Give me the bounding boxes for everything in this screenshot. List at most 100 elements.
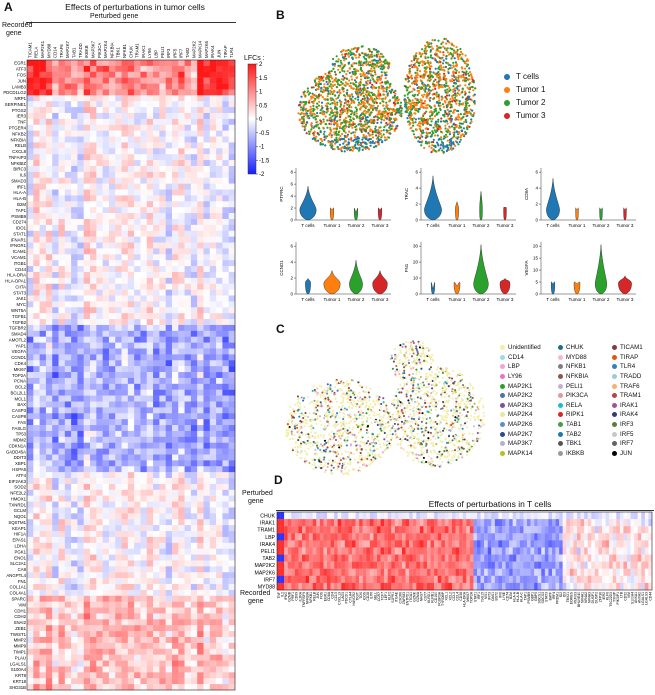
heatmap-cell: [45, 107, 53, 114]
heatmap-cell: [115, 330, 122, 337]
heatmap-cell: [171, 560, 179, 567]
heatmap-cell: [134, 65, 141, 72]
heatmap-cell: [178, 589, 185, 596]
heatmap-cell: [216, 442, 223, 449]
heatmap-cell: [102, 330, 110, 337]
heatmap-cell: [102, 148, 110, 155]
heatmap-cell: [64, 283, 72, 290]
column-label: IRAK1: [141, 45, 146, 58]
umap-point: [436, 134, 439, 137]
heatmap-cell: [71, 142, 78, 149]
heatmap-cell: [33, 354, 40, 361]
row-label: SPARC: [12, 597, 27, 602]
heatmap-cell: [33, 430, 40, 438]
heatmap-cell: [90, 554, 97, 561]
heatmap-cell: [140, 165, 147, 173]
heatmap-cell: [71, 648, 78, 655]
heatmap-cell: [102, 513, 110, 520]
heatmap-cell: [102, 672, 110, 679]
heatmap-cell: [190, 95, 198, 102]
heatmap-cell: [33, 307, 40, 314]
heatmap-cell: [203, 395, 210, 402]
heatmap-cell: [39, 407, 47, 414]
heatmap-cell: [83, 266, 91, 273]
heatmap-cell: [184, 607, 192, 614]
heatmap-cell: [222, 95, 229, 102]
heatmap-cell: [52, 260, 59, 267]
column-label: TICAM1: [27, 42, 32, 58]
heatmap-cell: [102, 236, 110, 243]
heatmap-cell: [102, 560, 110, 567]
umap-point: [358, 91, 361, 94]
heatmap-cell: [27, 183, 34, 190]
heatmap-cell: [190, 160, 198, 167]
heatmap-cell: [83, 419, 91, 426]
heatmap-cell: [127, 584, 135, 591]
heatmap-cell: [71, 189, 78, 196]
heatmap-cell: [197, 684, 204, 691]
heatmap-cell: [115, 165, 122, 173]
heatmap-cell: [39, 242, 47, 249]
row-label: SOD2: [14, 485, 26, 490]
heatmap-cell: [83, 684, 91, 691]
heatmap-cell: [153, 466, 160, 473]
heatmap-cell: [216, 165, 223, 173]
heatmap-cell: [197, 136, 204, 143]
heatmap-cell: [197, 295, 204, 302]
heatmap-cell: [108, 366, 116, 373]
heatmap-cell: [165, 324, 173, 332]
heatmap-cell: [90, 419, 97, 426]
heatmap-cell: [96, 248, 103, 255]
heatmap-cell: [165, 501, 173, 508]
heatmap-cell: [127, 595, 135, 602]
heatmap-cell: [121, 136, 129, 143]
heatmap-cell: [203, 195, 210, 202]
heatmap-cell: [127, 419, 135, 426]
heatmap-cell: [77, 201, 84, 208]
heatmap-cell: [33, 183, 40, 190]
heatmap-cell: [134, 631, 141, 638]
column-label: MAP2K1: [40, 40, 45, 58]
umap-point: [415, 101, 418, 104]
heatmap-cell: [197, 171, 204, 178]
umap-point: [339, 59, 342, 62]
heatmap-cell: [127, 171, 135, 178]
heatmap-cell: [71, 572, 78, 579]
heatmap-cell: [96, 319, 103, 326]
heatmap-cell: [228, 413, 236, 420]
heatmap-cell: [52, 124, 59, 131]
heatmap-cell: [108, 536, 116, 544]
heatmap-cell: [216, 377, 223, 385]
heatmap-cell: [64, 207, 72, 214]
heatmap-cell: [203, 83, 210, 90]
umap-point: [317, 97, 320, 100]
heatmap-cell: [140, 436, 147, 443]
heatmap-cell: [203, 442, 210, 449]
umap-point: [451, 74, 454, 77]
heatmap-cell: [197, 218, 204, 226]
heatmap-cell: [153, 648, 160, 655]
heatmap-cell: [203, 436, 210, 443]
umap-point: [453, 75, 456, 78]
heatmap-cell: [197, 501, 204, 508]
heatmap-cell: [39, 578, 47, 585]
umap-point: [369, 121, 372, 124]
umap-point: [453, 87, 456, 90]
heatmap-cell: [33, 112, 40, 120]
heatmap-cell: [159, 124, 166, 131]
heatmap-cell: [190, 142, 198, 149]
heatmap-cell: [121, 542, 129, 549]
heatmap-cell: [102, 531, 110, 538]
heatmap-cell: [58, 301, 66, 308]
heatmap-cell: [140, 218, 147, 226]
heatmap-cell: [209, 307, 217, 314]
heatmap-cell: [146, 289, 154, 296]
heatmap-cell: [52, 319, 59, 326]
heatmap-cell: [134, 407, 141, 414]
heatmap-cell: [96, 419, 103, 426]
heatmap-cell: [134, 342, 141, 349]
heatmap-cell: [171, 584, 179, 591]
heatmap-cell: [140, 389, 147, 396]
heatmap-cell: [83, 330, 91, 337]
heatmap-cell: [83, 95, 91, 102]
